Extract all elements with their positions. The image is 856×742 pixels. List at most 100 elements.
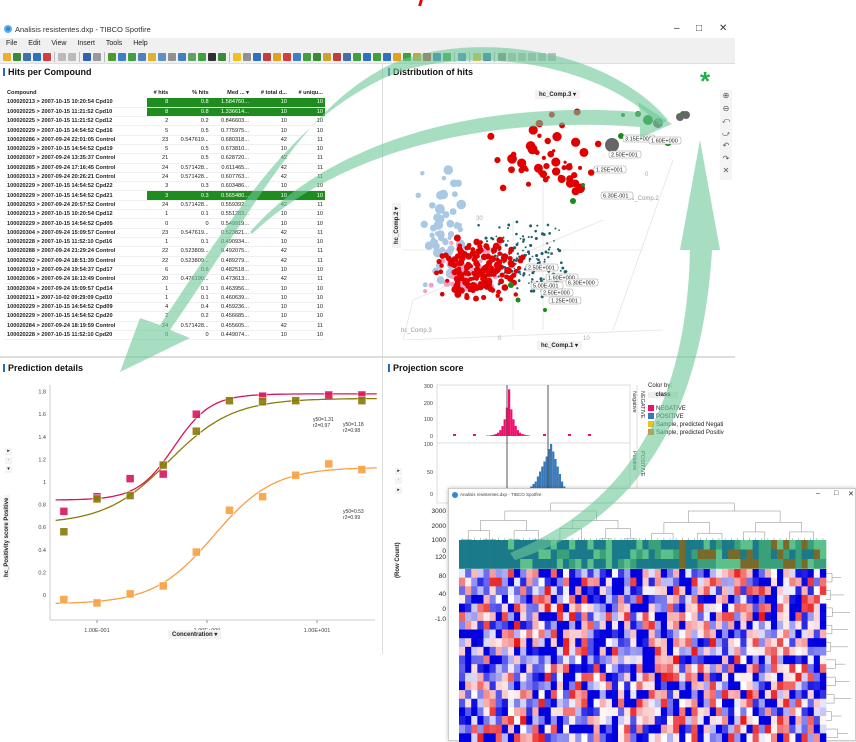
column-header[interactable]: # hits <box>147 88 170 98</box>
save-to-library-icon[interactable] <box>13 53 21 61</box>
scatter-icon[interactable] <box>293 53 301 61</box>
column-header[interactable]: # total d... <box>251 88 289 98</box>
info-icon[interactable] <box>433 53 441 61</box>
map-icon[interactable] <box>313 53 321 61</box>
legend-item[interactable]: POSITIVE <box>648 413 735 421</box>
save-icon[interactable] <box>33 53 41 61</box>
rotate-down-icon[interactable]: ↷ <box>720 153 732 166</box>
legend-icon[interactable] <box>188 53 196 61</box>
line-chart-icon[interactable] <box>263 53 271 61</box>
heatmap-maximize-button[interactable]: □ <box>834 490 838 497</box>
layout-icon[interactable] <box>508 53 516 61</box>
data-panel-icon[interactable] <box>138 53 146 61</box>
kpi-icon[interactable] <box>373 53 381 61</box>
legend-item[interactable]: Sample, predicted Negati <box>648 421 735 429</box>
3d-scatter-icon[interactable] <box>303 53 311 61</box>
heatmap-icon[interactable] <box>333 53 341 61</box>
column-header[interactable]: Compound <box>5 88 147 98</box>
maximize-button[interactable]: □ <box>696 23 702 34</box>
x-axis-selector[interactable]: hc_Comp.1 ▾ <box>537 341 582 350</box>
gear-icon[interactable] <box>483 53 491 61</box>
reset-view-icon[interactable]: ✕ <box>720 165 732 178</box>
rotate-left-icon[interactable]: ⤺ <box>720 115 732 128</box>
rotate-up-icon[interactable]: ↶ <box>720 140 732 153</box>
heatmap-with-dendrograms[interactable] <box>449 500 856 742</box>
add-icon[interactable] <box>218 53 226 61</box>
details-icon[interactable] <box>128 53 136 61</box>
lightbulb-icon[interactable] <box>233 53 241 61</box>
color-by-selector[interactable]: class <box>648 392 678 398</box>
treemap-icon[interactable] <box>323 53 331 61</box>
note-icon[interactable] <box>473 53 481 61</box>
heatmap-close-button[interactable]: ✕ <box>848 490 854 498</box>
bar-chart-icon[interactable] <box>253 53 261 61</box>
summary-icon[interactable] <box>353 53 361 61</box>
picture-icon[interactable] <box>458 53 466 61</box>
ellipse-icon[interactable] <box>198 53 206 61</box>
bookmark-icon[interactable] <box>158 53 166 61</box>
refresh-icon[interactable] <box>23 53 31 61</box>
crosstab-icon[interactable] <box>363 53 371 61</box>
minimize-button[interactable]: – <box>674 23 680 34</box>
menu-file[interactable]: File <box>0 38 22 47</box>
network-icon[interactable] <box>423 53 431 61</box>
lists-icon[interactable] <box>168 53 176 61</box>
column-header[interactable]: # uniqu... <box>289 88 325 98</box>
table-icon[interactable] <box>178 53 186 61</box>
paste-icon[interactable] <box>68 53 76 61</box>
y-axis-menu-button[interactable]: ▾ <box>5 466 12 473</box>
menu-tools[interactable]: Tools <box>100 38 127 47</box>
legend-item[interactable]: Sample, predicted Positiv <box>648 429 735 437</box>
color-icon[interactable] <box>208 53 216 61</box>
undo-icon[interactable] <box>83 53 91 61</box>
reset-icon[interactable] <box>108 53 116 61</box>
zoom-out-icon[interactable]: ⊖ <box>720 103 732 116</box>
y-axis-title[interactable]: hc_Positivity score Positive <box>4 495 10 580</box>
heatmap-minimize-button[interactable]: – <box>816 490 820 497</box>
boxplot-icon[interactable] <box>443 53 451 61</box>
menu-view[interactable]: View <box>45 38 71 47</box>
layout3-icon[interactable] <box>528 53 536 61</box>
zoom-in-icon[interactable]: ⊕ <box>720 90 732 103</box>
column-header[interactable]: % hits <box>170 88 210 98</box>
z-axis-selector[interactable]: hc_Comp.3 ▾ <box>535 90 580 99</box>
globe-icon[interactable] <box>383 53 391 61</box>
menu-insert[interactable]: Insert <box>71 38 100 47</box>
legend-item[interactable]: NEGATIVE <box>648 405 735 413</box>
x-axis-selector-concentration[interactable]: Concentration ▾ <box>168 630 221 639</box>
expand-icon[interactable] <box>538 53 546 61</box>
menu-help[interactable]: Help <box>127 38 152 47</box>
text-area-icon[interactable] <box>243 53 251 61</box>
panel-expand-button[interactable]: ▸ <box>395 468 402 475</box>
export-pdf-icon[interactable] <box>43 53 51 61</box>
parallel-icon[interactable] <box>343 53 351 61</box>
combo-chart-icon[interactable] <box>273 53 281 61</box>
pie-chart-icon[interactable] <box>283 53 291 61</box>
print-icon[interactable] <box>498 53 506 61</box>
